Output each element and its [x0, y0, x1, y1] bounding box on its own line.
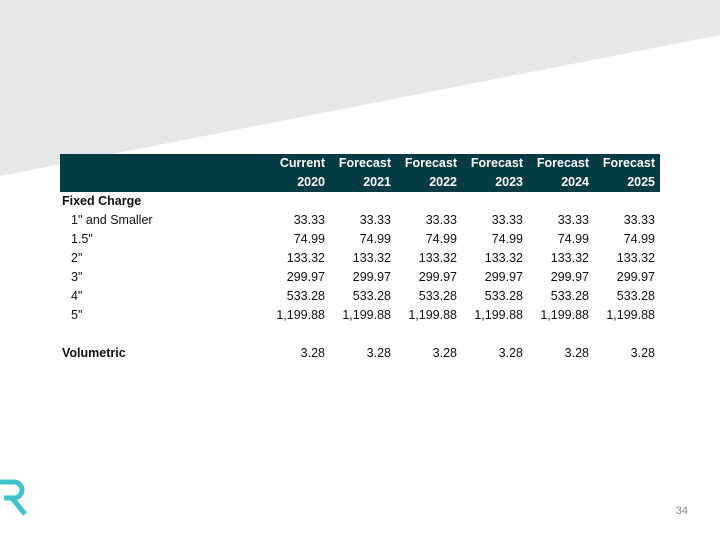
value-cell: 533.28 [550, 289, 589, 303]
volumetric-label: Volumetric [62, 346, 126, 360]
header-year-cell: 2022 [396, 173, 462, 192]
value-cell: 533.28 [484, 289, 523, 303]
header-cell: Forecast [462, 154, 528, 173]
value-cell: 133.32 [550, 251, 589, 265]
header-cell: Forecast [330, 154, 396, 173]
page-number: 34 [675, 505, 688, 517]
row-label: 3" [71, 270, 83, 284]
value-cell: 299.97 [286, 270, 325, 284]
value-cell: 3.28 [432, 346, 457, 360]
rate-table: Current Forecast Forecast Forecast Forec… [60, 154, 660, 363]
row-label: 1" and Smaller [71, 213, 153, 227]
value-cell: 133.32 [484, 251, 523, 265]
header-cell: Forecast [528, 154, 594, 173]
table-row: 1.5" 74.99 74.99 74.99 74.99 74.99 74.99 [60, 230, 660, 249]
row-label: 5" [71, 308, 83, 322]
value-cell: 1,199.88 [540, 308, 589, 322]
value-cell: 133.32 [616, 251, 655, 265]
header-cell: Forecast [594, 154, 660, 173]
header-cell: Current [264, 154, 330, 173]
header-row-years: 2020 2021 2022 2023 2024 2025 [60, 173, 660, 192]
value-cell: 33.33 [425, 213, 457, 227]
header-label-cell [60, 173, 264, 192]
value-cell: 3.28 [366, 346, 391, 360]
value-cell: 533.28 [616, 289, 655, 303]
value-cell: 133.32 [286, 251, 325, 265]
value-cell: 33.33 [293, 213, 325, 227]
value-cell: 74.99 [359, 232, 391, 246]
volumetric-row: Volumetric 3.28 3.28 3.28 3.28 3.28 3.28 [60, 344, 660, 363]
header-row-top: Current Forecast Forecast Forecast Forec… [60, 154, 660, 173]
value-cell: 74.99 [425, 232, 457, 246]
row-label: 2" [71, 251, 83, 265]
value-cell: 33.33 [359, 213, 391, 227]
header-year-cell: 2025 [594, 173, 660, 192]
table-row: 4" 533.28 533.28 533.28 533.28 533.28 53… [60, 287, 660, 306]
table-row: 5" 1,199.88 1,199.88 1,199.88 1,199.88 1… [60, 306, 660, 325]
value-cell: 3.28 [300, 346, 325, 360]
value-cell: 74.99 [623, 232, 655, 246]
value-cell: 1,199.88 [276, 308, 325, 322]
header-cell: Forecast [396, 154, 462, 173]
fixed-charge-section-row: Fixed Charge [60, 192, 660, 211]
value-cell: 299.97 [352, 270, 391, 284]
spacer-row [60, 325, 660, 344]
value-cell: 1,199.88 [606, 308, 655, 322]
value-cell: 33.33 [491, 213, 523, 227]
header-year-cell: 2020 [264, 173, 330, 192]
value-cell: 533.28 [286, 289, 325, 303]
value-cell: 133.32 [418, 251, 457, 265]
header-year-cell: 2024 [528, 173, 594, 192]
value-cell: 33.33 [557, 213, 589, 227]
table-row: 1" and Smaller 33.33 33.33 33.33 33.33 3… [60, 211, 660, 230]
fixed-charge-label: Fixed Charge [62, 194, 142, 208]
header-year-cell: 2021 [330, 173, 396, 192]
value-cell: 299.97 [550, 270, 589, 284]
header-year-cell: 2023 [462, 173, 528, 192]
value-cell: 74.99 [293, 232, 325, 246]
table-header: Current Forecast Forecast Forecast Forec… [60, 154, 660, 192]
value-cell: 3.28 [630, 346, 655, 360]
value-cell: 133.32 [352, 251, 391, 265]
value-cell: 299.97 [616, 270, 655, 284]
value-cell: 74.99 [557, 232, 589, 246]
value-cell: 533.28 [352, 289, 391, 303]
table-row: 3" 299.97 299.97 299.97 299.97 299.97 29… [60, 268, 660, 287]
value-cell: 1,199.88 [342, 308, 391, 322]
brand-logo-icon [0, 479, 27, 516]
row-label: 1.5" [71, 232, 93, 246]
table-row: 2" 133.32 133.32 133.32 133.32 133.32 13… [60, 249, 660, 268]
value-cell: 533.28 [418, 289, 457, 303]
value-cell: 1,199.88 [474, 308, 523, 322]
value-cell: 1,199.88 [408, 308, 457, 322]
value-cell: 33.33 [623, 213, 655, 227]
header-label-cell [60, 154, 264, 173]
value-cell: 74.99 [491, 232, 523, 246]
value-cell: 3.28 [564, 346, 589, 360]
value-cell: 299.97 [418, 270, 457, 284]
value-cell: 299.97 [484, 270, 523, 284]
value-cell: 3.28 [498, 346, 523, 360]
row-label: 4" [71, 289, 83, 303]
